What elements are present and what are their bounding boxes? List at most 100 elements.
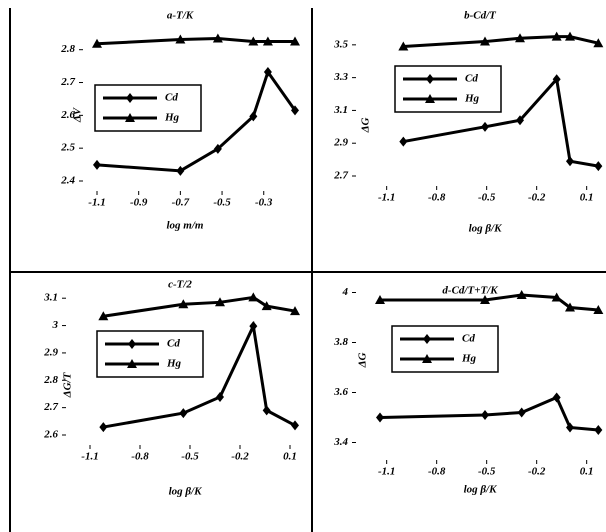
y-axis-label: ΔV [72, 106, 84, 123]
legend-box [394, 65, 502, 113]
y-tick-label: 2.4 [60, 175, 75, 187]
marker [215, 297, 225, 307]
y-tick-label: 2.5 [60, 142, 75, 154]
marker [99, 422, 108, 433]
legend-label: Cd [465, 73, 478, 85]
y-axis-label: ΔG [357, 353, 369, 369]
series-line [403, 75, 599, 168]
marker [551, 31, 562, 41]
y-tick-label: 3.4 [333, 436, 348, 448]
marker [249, 111, 258, 122]
marker [593, 38, 604, 48]
marker [290, 306, 300, 316]
marker [566, 156, 574, 167]
marker [176, 165, 185, 176]
x-tick-label: -0.8 [428, 466, 446, 478]
chart-title: c-T/2 [168, 279, 192, 291]
y-tick-label: 2.7 [333, 170, 348, 182]
marker [376, 412, 384, 423]
marker [399, 136, 408, 147]
marker [481, 121, 489, 132]
marker [178, 299, 189, 309]
marker [552, 392, 561, 403]
legend-marker [425, 94, 435, 103]
x-tick-label: -0.2 [528, 192, 546, 204]
x-tick-label: -0.2 [231, 451, 249, 463]
chart-title: a-T/K [167, 10, 194, 22]
marker [552, 74, 561, 85]
y-tick-label: 4 [342, 286, 349, 298]
marker [291, 420, 299, 431]
y-tick-label: 3.6 [333, 386, 348, 398]
x-tick-label: -0.9 [130, 197, 148, 209]
legend-label: Cd [462, 333, 475, 345]
x-tick-label: -1.1 [81, 451, 98, 463]
chart-title: d-Cd/T+T/K [442, 285, 498, 297]
legend-label: Cd [165, 92, 178, 104]
marker [594, 425, 603, 435]
y-tick-label: 2.7 [43, 401, 58, 413]
y-axis-label: ΔG/T [62, 371, 74, 398]
marker [291, 105, 299, 116]
marker [290, 36, 300, 46]
x-tick-label: 0.1 [283, 451, 297, 463]
legend-label: Cd [167, 338, 180, 350]
marker [262, 36, 273, 46]
marker [263, 67, 272, 78]
y-tick-label: 2.6 [60, 109, 75, 121]
marker [261, 301, 272, 311]
marker [566, 422, 574, 433]
legend-marker [128, 339, 136, 349]
marker [93, 159, 101, 170]
x-tick-label: -0.5 [213, 197, 231, 209]
y-tick-label: 3.8 [333, 336, 348, 348]
marker [248, 292, 259, 302]
x-tick-label: -0.3 [255, 197, 273, 209]
x-tick-label: -1.1 [88, 197, 105, 209]
marker [593, 305, 604, 314]
x-axis-label: log β/K [169, 486, 202, 498]
marker [517, 407, 526, 418]
y-tick-label: 2.9 [333, 137, 348, 149]
marker [480, 295, 490, 304]
x-tick-label: 0.1 [580, 466, 594, 478]
series-line [96, 37, 295, 46]
marker [249, 321, 258, 332]
legend-label: Hg [166, 358, 182, 370]
legend-marker [125, 113, 135, 122]
legend-marker [127, 359, 137, 368]
x-tick-label: -0.7 [172, 197, 190, 209]
marker [515, 33, 525, 43]
y-tick-label: 2.8 [60, 43, 75, 55]
y-tick-label: 2.7 [60, 76, 75, 88]
legend-marker [423, 334, 431, 344]
x-axis-label: log β/K [469, 223, 502, 235]
x-tick-label: -0.2 [528, 466, 546, 478]
series-line [379, 395, 599, 432]
legend-box [391, 325, 499, 373]
series-line [403, 35, 599, 48]
series-line [103, 295, 296, 318]
marker [516, 115, 524, 126]
legend-label: Hg [461, 353, 477, 365]
marker [375, 295, 385, 304]
x-tick-label: -0.5 [478, 192, 496, 204]
chart-title: b-Cd/T [464, 10, 497, 22]
marker [262, 405, 271, 416]
y-tick-label: 3 [52, 319, 59, 331]
series-line [96, 68, 297, 173]
legend-label: Hg [164, 112, 180, 124]
y-tick-label: 3.5 [333, 38, 348, 50]
marker [594, 161, 603, 172]
marker [565, 302, 575, 312]
marker [175, 34, 186, 44]
marker [398, 41, 409, 51]
y-tick-label: 3.1 [43, 292, 58, 304]
x-axis-label: log m/m [167, 220, 204, 232]
marker [179, 408, 188, 419]
x-tick-label: -1.1 [378, 466, 395, 478]
marker [480, 36, 490, 46]
x-tick-label: -1.1 [378, 192, 395, 204]
series-line [103, 321, 296, 429]
